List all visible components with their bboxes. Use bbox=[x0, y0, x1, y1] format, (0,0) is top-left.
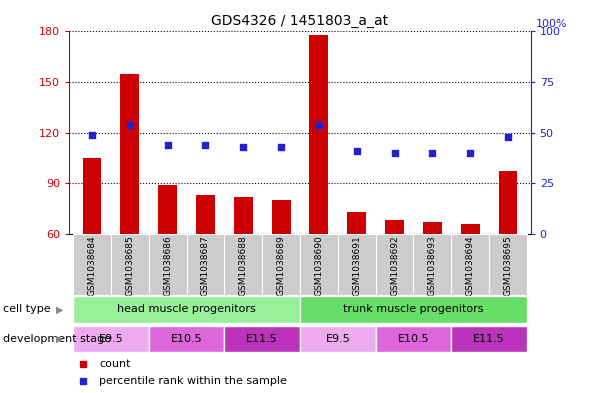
Point bbox=[87, 132, 97, 138]
Text: GSM1038695: GSM1038695 bbox=[504, 236, 513, 296]
Text: GSM1038692: GSM1038692 bbox=[390, 236, 399, 296]
Text: E9.5: E9.5 bbox=[98, 334, 123, 344]
Point bbox=[163, 141, 172, 148]
Text: GSM1038685: GSM1038685 bbox=[125, 236, 134, 296]
Bar bbox=[300, 326, 376, 352]
Bar bbox=[149, 326, 224, 352]
Bar bbox=[499, 171, 517, 234]
Bar bbox=[158, 185, 177, 234]
Bar bbox=[347, 212, 366, 234]
Point bbox=[238, 144, 248, 150]
Point bbox=[125, 121, 134, 128]
Bar bbox=[121, 73, 139, 234]
Bar bbox=[300, 234, 338, 295]
Text: head muscle progenitors: head muscle progenitors bbox=[117, 305, 256, 314]
Text: development stage: development stage bbox=[3, 334, 111, 344]
Text: E10.5: E10.5 bbox=[397, 334, 429, 344]
Text: E9.5: E9.5 bbox=[326, 334, 350, 344]
Text: percentile rank within the sample: percentile rank within the sample bbox=[99, 376, 287, 386]
Text: ▶: ▶ bbox=[56, 305, 63, 314]
Bar bbox=[376, 234, 414, 295]
Bar bbox=[224, 234, 262, 295]
Bar bbox=[73, 326, 149, 352]
Text: GSM1038690: GSM1038690 bbox=[314, 236, 323, 296]
Point bbox=[428, 150, 437, 156]
Text: GSM1038691: GSM1038691 bbox=[352, 236, 361, 296]
Text: 100%: 100% bbox=[536, 18, 568, 29]
Text: GSM1038688: GSM1038688 bbox=[239, 236, 248, 296]
Text: ▶: ▶ bbox=[56, 334, 63, 344]
Text: GSM1038689: GSM1038689 bbox=[277, 236, 286, 296]
Bar bbox=[423, 222, 442, 234]
Bar bbox=[451, 326, 527, 352]
Bar bbox=[196, 195, 215, 234]
Text: E11.5: E11.5 bbox=[247, 334, 278, 344]
Bar bbox=[376, 326, 451, 352]
Bar bbox=[73, 234, 111, 295]
Bar bbox=[461, 224, 479, 234]
Bar bbox=[224, 326, 300, 352]
Text: count: count bbox=[99, 358, 131, 369]
Bar bbox=[111, 234, 149, 295]
Point bbox=[390, 150, 399, 156]
Bar bbox=[489, 234, 527, 295]
Bar bbox=[338, 234, 376, 295]
Text: cell type: cell type bbox=[3, 305, 51, 314]
Text: GSM1038684: GSM1038684 bbox=[87, 236, 96, 296]
Bar bbox=[73, 296, 300, 323]
Text: trunk muscle progenitors: trunk muscle progenitors bbox=[343, 305, 484, 314]
Title: GDS4326 / 1451803_a_at: GDS4326 / 1451803_a_at bbox=[212, 14, 388, 28]
Point bbox=[466, 150, 475, 156]
Bar bbox=[83, 158, 101, 234]
Text: E11.5: E11.5 bbox=[473, 334, 505, 344]
Bar bbox=[149, 234, 186, 295]
Point bbox=[201, 141, 210, 148]
Point bbox=[503, 134, 513, 140]
Text: GSM1038687: GSM1038687 bbox=[201, 236, 210, 296]
Text: E10.5: E10.5 bbox=[171, 334, 203, 344]
Text: GSM1038694: GSM1038694 bbox=[466, 236, 475, 296]
Text: GSM1038686: GSM1038686 bbox=[163, 236, 172, 296]
Bar bbox=[309, 35, 329, 234]
Bar bbox=[234, 197, 253, 234]
Bar bbox=[262, 234, 300, 295]
Point bbox=[314, 121, 324, 128]
Point bbox=[352, 148, 362, 154]
Bar bbox=[385, 220, 404, 234]
Point bbox=[276, 144, 286, 150]
Bar bbox=[414, 234, 451, 295]
Text: GSM1038693: GSM1038693 bbox=[428, 236, 437, 296]
Bar bbox=[451, 234, 489, 295]
Bar bbox=[186, 234, 224, 295]
Bar bbox=[271, 200, 291, 234]
Bar bbox=[300, 296, 527, 323]
